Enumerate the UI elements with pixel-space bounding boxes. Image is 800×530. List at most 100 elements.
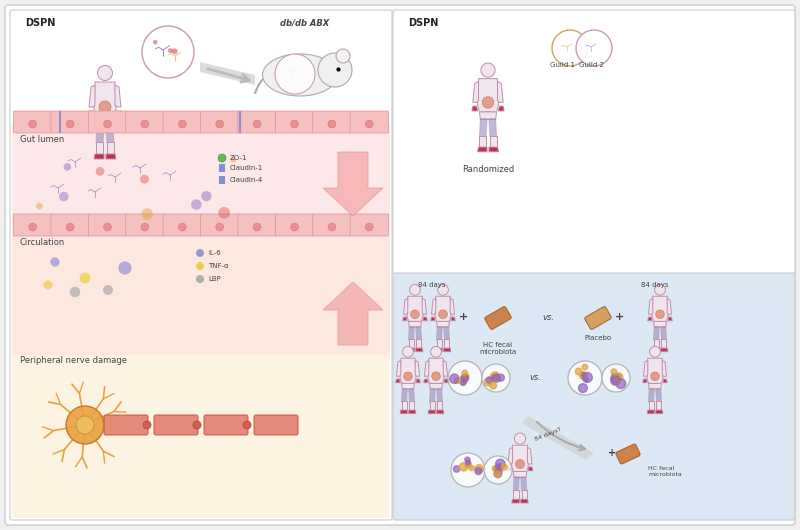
Polygon shape	[416, 348, 423, 352]
Polygon shape	[521, 499, 528, 503]
Text: LBP: LBP	[208, 276, 221, 282]
Text: ZO-1: ZO-1	[230, 155, 247, 161]
FancyBboxPatch shape	[313, 214, 351, 236]
Polygon shape	[647, 410, 654, 414]
Circle shape	[614, 373, 621, 380]
Circle shape	[253, 223, 261, 231]
Circle shape	[465, 457, 470, 462]
Polygon shape	[489, 119, 497, 137]
Circle shape	[462, 370, 467, 376]
Circle shape	[328, 223, 336, 231]
Circle shape	[490, 372, 500, 381]
Polygon shape	[445, 339, 450, 349]
Circle shape	[481, 63, 495, 77]
Polygon shape	[652, 296, 668, 321]
Circle shape	[103, 285, 113, 295]
Polygon shape	[430, 401, 434, 411]
Circle shape	[63, 163, 71, 171]
Polygon shape	[479, 112, 497, 119]
Polygon shape	[498, 106, 504, 111]
Circle shape	[490, 382, 497, 389]
FancyBboxPatch shape	[275, 214, 314, 236]
Text: Circulation: Circulation	[20, 238, 66, 247]
Text: Peripheral nerve damage: Peripheral nerve damage	[20, 356, 127, 365]
FancyBboxPatch shape	[201, 111, 239, 133]
Circle shape	[191, 199, 202, 210]
Polygon shape	[400, 358, 416, 383]
Polygon shape	[514, 490, 518, 500]
Polygon shape	[444, 379, 448, 383]
Polygon shape	[667, 298, 671, 314]
Polygon shape	[437, 326, 442, 340]
Polygon shape	[528, 467, 533, 471]
Polygon shape	[498, 82, 503, 102]
FancyBboxPatch shape	[350, 111, 389, 133]
Text: +: +	[608, 448, 616, 458]
Circle shape	[515, 460, 525, 469]
Text: IL-6: IL-6	[208, 250, 221, 256]
Polygon shape	[514, 477, 519, 491]
Circle shape	[582, 372, 586, 377]
Circle shape	[404, 372, 412, 381]
Circle shape	[275, 54, 315, 94]
Text: Guild 1: Guild 1	[550, 62, 575, 68]
Circle shape	[141, 223, 149, 231]
Text: HC fecal
microbiota: HC fecal microbiota	[648, 466, 682, 477]
Circle shape	[583, 374, 588, 378]
Polygon shape	[663, 379, 667, 383]
Circle shape	[611, 369, 617, 375]
FancyBboxPatch shape	[238, 111, 276, 133]
Polygon shape	[438, 401, 442, 411]
FancyBboxPatch shape	[88, 214, 126, 236]
Circle shape	[243, 421, 251, 429]
Polygon shape	[430, 317, 435, 321]
Polygon shape	[479, 119, 487, 137]
Polygon shape	[396, 379, 400, 383]
Circle shape	[611, 374, 620, 383]
Polygon shape	[430, 383, 442, 389]
Polygon shape	[416, 379, 420, 383]
Circle shape	[576, 30, 612, 66]
FancyBboxPatch shape	[275, 111, 314, 133]
FancyBboxPatch shape	[204, 415, 248, 435]
Circle shape	[484, 456, 512, 484]
Polygon shape	[512, 499, 519, 503]
FancyBboxPatch shape	[154, 415, 198, 435]
Polygon shape	[648, 317, 652, 321]
Polygon shape	[444, 348, 451, 352]
Circle shape	[59, 192, 69, 201]
Polygon shape	[409, 339, 414, 349]
Polygon shape	[444, 326, 450, 340]
Circle shape	[496, 464, 502, 471]
Circle shape	[454, 378, 460, 384]
Polygon shape	[437, 388, 442, 402]
Circle shape	[410, 285, 421, 295]
Circle shape	[584, 377, 589, 382]
Polygon shape	[94, 82, 116, 117]
Polygon shape	[106, 154, 116, 159]
Text: DSPN: DSPN	[25, 18, 55, 28]
FancyBboxPatch shape	[254, 415, 298, 435]
Circle shape	[582, 364, 588, 370]
Polygon shape	[407, 348, 414, 352]
Polygon shape	[479, 136, 486, 148]
Circle shape	[99, 101, 111, 113]
Polygon shape	[654, 321, 666, 327]
Circle shape	[492, 375, 496, 379]
Polygon shape	[489, 147, 498, 152]
Circle shape	[430, 347, 442, 357]
Circle shape	[482, 96, 494, 108]
Circle shape	[492, 374, 501, 382]
Polygon shape	[642, 379, 647, 383]
Circle shape	[290, 120, 298, 128]
Polygon shape	[654, 326, 659, 340]
Polygon shape	[94, 154, 104, 159]
Text: DSPN: DSPN	[408, 18, 438, 28]
Circle shape	[575, 368, 582, 375]
Circle shape	[366, 223, 374, 231]
Circle shape	[579, 372, 586, 379]
Circle shape	[495, 466, 503, 473]
Text: Claudin-1: Claudin-1	[230, 165, 263, 171]
Polygon shape	[323, 152, 383, 216]
Circle shape	[103, 223, 111, 231]
